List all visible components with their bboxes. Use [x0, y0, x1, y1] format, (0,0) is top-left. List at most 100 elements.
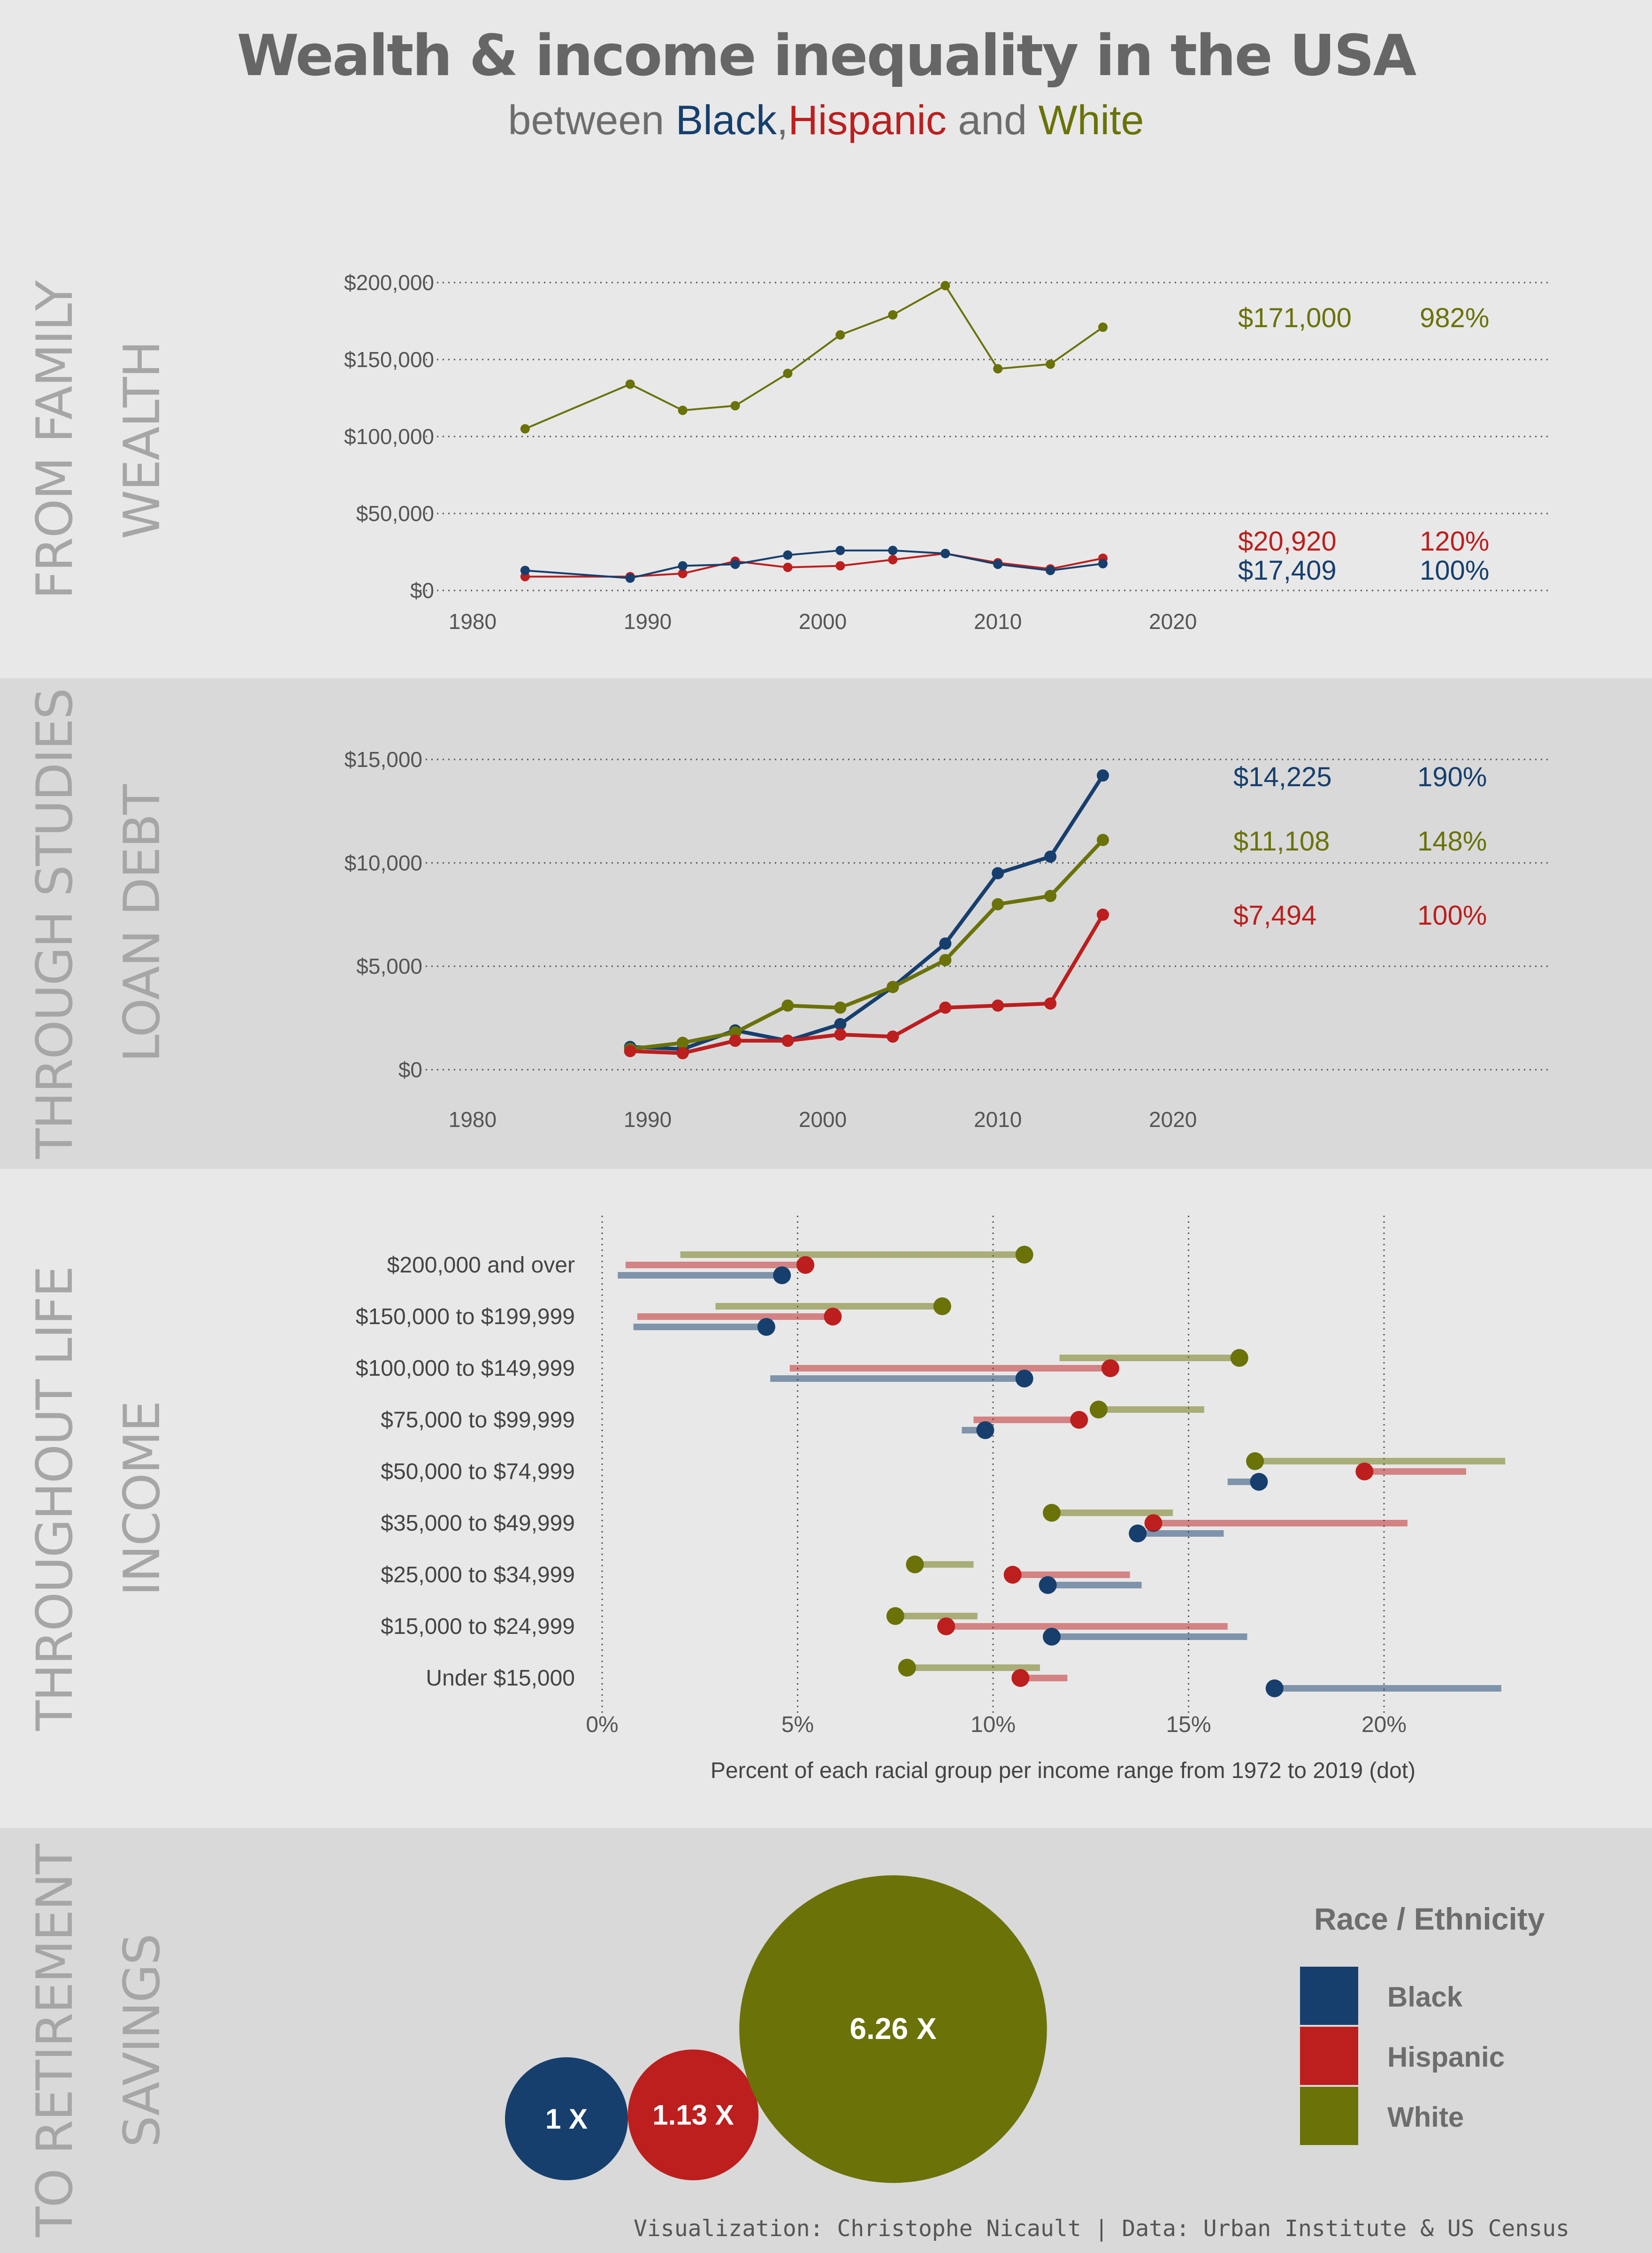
data-point-black	[678, 561, 688, 571]
y-tick-label: $10,000	[344, 851, 422, 875]
ratio-label-hispanic: 120%	[1420, 526, 1489, 557]
value-dot-black	[1039, 1576, 1057, 1594]
x-tick-label: 1980	[449, 1107, 497, 1132]
y-tick-label: $15,000	[344, 747, 422, 772]
data-point-hispanic	[676, 1047, 689, 1059]
value-dot-white	[1042, 1504, 1061, 1522]
data-point-black	[888, 545, 898, 555]
value-dot-white	[1015, 1246, 1033, 1264]
data-point-white	[939, 954, 952, 966]
income-range-label: $25,000 to $34,999	[381, 1563, 575, 1587]
x-tick-label: 0%	[586, 1712, 618, 1737]
data-point-white	[887, 981, 899, 993]
bubble-white	[739, 1875, 1047, 2183]
income-range-label: $35,000 to $49,999	[381, 1511, 575, 1536]
value-dot-hispanic	[1144, 1514, 1163, 1532]
income-range-label: Under $15,000	[426, 1666, 575, 1691]
value-dot-hispanic	[1003, 1566, 1022, 1584]
value-dot-hispanic	[1070, 1411, 1088, 1429]
page-title: Wealth & income inequality in the USA	[237, 23, 1417, 89]
series-line-hispanic	[525, 552, 1103, 578]
value-dot-white	[886, 1607, 904, 1625]
x-tick-label: 2000	[799, 609, 847, 634]
data-point-hispanic	[1097, 908, 1109, 921]
legend-label-black: Black	[1387, 1981, 1463, 2013]
series-line-hispanic	[630, 913, 1105, 1055]
data-point-black	[625, 573, 635, 583]
bubble-label-white: 6.26 X	[849, 2012, 936, 2046]
ratio-label-white: 148%	[1417, 826, 1487, 857]
x-tick-label: 2010	[974, 609, 1022, 634]
x-tick-label: 2020	[1149, 1107, 1197, 1132]
value-dot-white	[933, 1297, 951, 1315]
data-point-hispanic	[624, 1045, 636, 1058]
subtitle-prefix: between	[508, 97, 676, 143]
legend-label-hispanic: Hispanic	[1387, 2041, 1505, 2073]
y-tick-label: $50,000	[356, 501, 434, 526]
value-dot-black	[1250, 1473, 1268, 1491]
value-dot-black	[1265, 1679, 1284, 1697]
x-tick-label: 5%	[781, 1712, 814, 1737]
y-tick-label: $150,000	[344, 347, 434, 372]
data-point-black	[992, 867, 1004, 880]
data-point-hispanic	[729, 1035, 742, 1047]
data-point-hispanic	[834, 1028, 847, 1041]
x-tick-label: 1980	[449, 609, 497, 634]
value-dot-black	[773, 1266, 791, 1284]
income-section: THROUGHOUT LIFE INCOME	[0, 1169, 1652, 1828]
end-value-label-black: $14,225	[1233, 762, 1332, 792]
bubble-black	[505, 2057, 628, 2180]
x-tick-label: 10%	[971, 1712, 1016, 1737]
data-point-white	[993, 364, 1003, 374]
data-point-black	[941, 549, 950, 559]
wealth-line-chart: $0 $50,000 $100,000 $150,000 $200,000 1980 199…	[344, 270, 1551, 634]
legend-item-hispanic: Hispanic	[1300, 2027, 1629, 2087]
y-tick-label: $5,000	[356, 954, 422, 979]
data-point-white	[888, 310, 898, 320]
value-dot-hispanic	[937, 1617, 956, 1635]
data-point-hispanic	[888, 555, 898, 565]
data-point-white	[520, 424, 530, 434]
subtitle-sep: ,	[776, 97, 788, 143]
value-dot-hispanic	[1355, 1463, 1374, 1480]
data-point-hispanic	[939, 1001, 952, 1014]
subtitle-black: Black	[675, 97, 777, 143]
value-dot-white	[906, 1556, 924, 1573]
x-tick-label: 1990	[624, 1107, 672, 1132]
data-point-black	[835, 545, 845, 555]
data-point-white	[625, 379, 635, 389]
data-point-white	[834, 1001, 847, 1014]
data-point-white	[1097, 834, 1109, 846]
ratio-label-white: 982%	[1420, 303, 1489, 333]
income-dumbbell-chart: 0% 5% 10% 15% 20% $200,000 and over $150,000 t…	[356, 1216, 1506, 1783]
subtitle-and: and	[946, 97, 1039, 143]
value-dot-white	[1089, 1401, 1108, 1418]
end-value-label-hispanic: $7,494	[1233, 900, 1316, 931]
debt-line-chart: $0 $5,000 $10,000 $15,000 1980 1990 2000 2010 20…	[344, 747, 1551, 1132]
legend-swatch-white	[1300, 2087, 1358, 2145]
income-range-label: $150,000 to $199,999	[356, 1304, 575, 1329]
subtitle-white: White	[1038, 97, 1144, 143]
income-range-label: $75,000 to $99,999	[381, 1408, 575, 1433]
income-range-label: $15,000 to $24,999	[381, 1614, 575, 1639]
data-point-white	[730, 401, 740, 411]
end-value-label-white: $11,108	[1233, 826, 1330, 857]
value-dot-black	[1129, 1525, 1147, 1542]
legend-item-black: Black	[1300, 1967, 1629, 2027]
data-point-white	[781, 999, 794, 1012]
series-line-black	[630, 774, 1105, 1051]
bubble-label-hispanic: 1.13 X	[652, 2100, 734, 2131]
data-point-black	[1097, 769, 1109, 782]
value-dot-black	[1042, 1628, 1061, 1646]
legend-label-white: White	[1387, 2101, 1464, 2133]
footer-credit: Visualization: Christophe Nicault | Data…	[634, 2215, 1569, 2242]
value-dot-black	[1015, 1370, 1033, 1387]
series-line-white	[525, 284, 1104, 430]
data-point-white	[783, 368, 793, 378]
data-point-black	[730, 559, 740, 569]
income-range-label: $50,000 to $74,999	[381, 1459, 575, 1484]
value-dot-white	[1230, 1349, 1248, 1367]
legend-swatch-hispanic	[1300, 2027, 1358, 2085]
page-subtitle: between Black,Hispanic and White	[0, 96, 1652, 144]
data-point-black	[993, 559, 1003, 569]
